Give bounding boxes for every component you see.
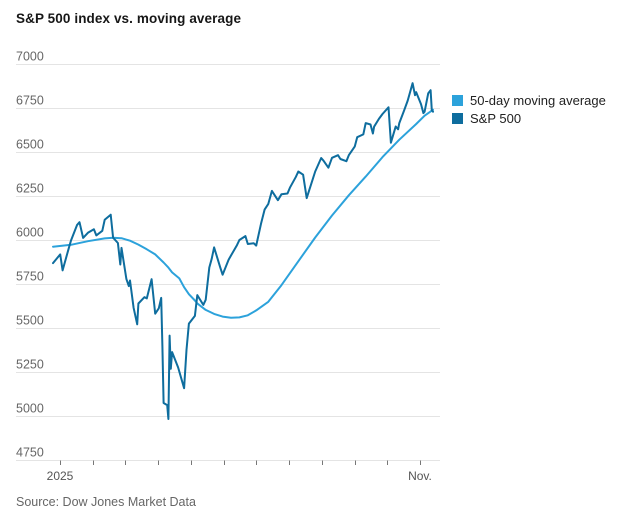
y-axis-tick-label: 6750 [16, 94, 44, 108]
y-axis-tick-label: 5500 [16, 314, 44, 328]
series-line-sp500 [52, 82, 434, 420]
y-axis-tick-label: 5250 [16, 358, 44, 372]
x-axis-label-end: Nov. [408, 469, 432, 483]
source-note: Source: Dow Jones Market Data [16, 495, 196, 509]
y-axis-tick-label: 6500 [16, 138, 44, 152]
y-axis-tick-label: 5750 [16, 270, 44, 284]
legend-label-sp500: S&P 500 [470, 110, 522, 126]
chart-title: S&P 500 index vs. moving average [16, 11, 242, 26]
y-axis-tick-label: 6000 [16, 226, 44, 240]
series-line-moving-average [52, 108, 434, 319]
legend: 50-day moving average S&P 500 [452, 91, 606, 127]
y-axis-tick-label: 6250 [16, 182, 44, 196]
legend-label-moving-average: 50-day moving average [470, 92, 606, 108]
legend-swatch-moving-average-icon [452, 94, 463, 106]
y-axis-tick-label: 5000 [16, 402, 44, 416]
legend-item-moving-average: 50-day moving average [452, 91, 606, 109]
y-axis-tick-label: 7000 [16, 50, 44, 64]
legend-item-sp500: S&P 500 [452, 109, 606, 127]
y-axis-tick-label: 4750 [16, 446, 44, 460]
x-axis-label-start: 2025 [47, 469, 74, 483]
legend-swatch-sp500-icon [452, 112, 463, 124]
